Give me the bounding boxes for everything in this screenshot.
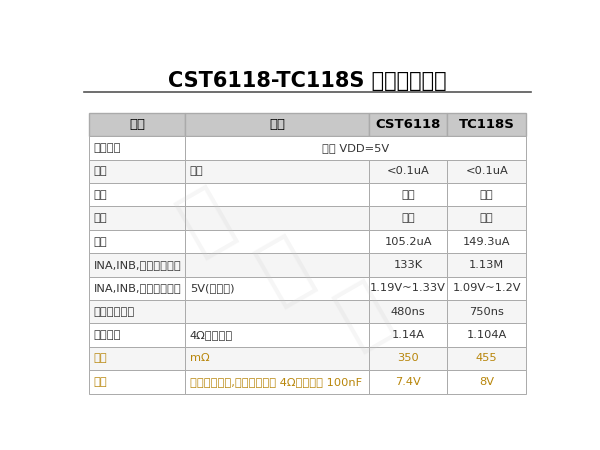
Text: 7.4V: 7.4V — [395, 377, 421, 387]
Text: 455: 455 — [476, 354, 497, 364]
Text: 待命: 待命 — [94, 166, 107, 176]
Text: <0.1uA: <0.1uA — [466, 166, 508, 176]
Bar — [368, 113, 448, 136]
Text: 1.14A: 1.14A — [392, 330, 425, 340]
Text: CST6118-TC118S 对比测试报告: CST6118-TC118S 对比测试报告 — [168, 71, 447, 91]
Bar — [89, 230, 185, 253]
Text: 内阻: 内阻 — [94, 354, 107, 364]
Text: INA,INB,输入下拉电阻: INA,INB,输入下拉电阻 — [94, 260, 181, 270]
Text: 149.3uA: 149.3uA — [463, 237, 511, 247]
Bar — [89, 183, 185, 207]
Text: 输出上升时间: 输出上升时间 — [94, 307, 135, 317]
Bar — [89, 370, 185, 394]
Text: TC118S: TC118S — [459, 118, 515, 131]
Bar — [368, 277, 448, 300]
Text: 描述: 描述 — [129, 118, 145, 131]
Bar — [448, 370, 526, 394]
Bar — [185, 136, 526, 160]
Text: 泰: 泰 — [167, 177, 244, 264]
Text: 正常: 正常 — [401, 190, 415, 200]
Text: 350: 350 — [397, 354, 419, 364]
Bar — [89, 324, 185, 347]
Bar — [185, 253, 368, 277]
Text: 105.2uA: 105.2uA — [384, 237, 432, 247]
Bar — [368, 230, 448, 253]
Text: 750ns: 750ns — [469, 307, 504, 317]
Bar — [185, 324, 368, 347]
Bar — [89, 300, 185, 324]
Bar — [448, 324, 526, 347]
Bar — [448, 230, 526, 253]
Bar — [185, 160, 368, 183]
Text: 外围不加电容,电机（内阻约 4Ω）上焊接 100nF: 外围不加电容,电机（内阻约 4Ω）上焊接 100nF — [190, 377, 362, 387]
Bar — [185, 277, 368, 300]
Bar — [89, 113, 185, 136]
Text: 1.19V~1.33V: 1.19V~1.33V — [370, 284, 446, 293]
Bar — [368, 324, 448, 347]
Text: 正常: 正常 — [480, 213, 494, 223]
Bar — [89, 160, 185, 183]
Bar — [448, 253, 526, 277]
Bar — [368, 347, 448, 370]
Bar — [368, 160, 448, 183]
Bar — [368, 207, 448, 230]
Bar — [185, 113, 368, 136]
Bar — [368, 253, 448, 277]
Bar — [368, 183, 448, 207]
Text: 正常: 正常 — [401, 213, 415, 223]
Text: INA,INB,输入门限电压: INA,INB,输入门限电压 — [94, 284, 181, 293]
Bar — [89, 136, 185, 160]
Bar — [448, 300, 526, 324]
Text: 5V(带电机): 5V(带电机) — [190, 284, 234, 293]
Text: 后退: 后退 — [94, 213, 107, 223]
Text: 默认 VDD=5V: 默认 VDD=5V — [322, 143, 389, 153]
Text: 1.104A: 1.104A — [467, 330, 507, 340]
Text: 前进: 前进 — [94, 190, 107, 200]
Text: 4Ω电阻负载: 4Ω电阻负载 — [190, 330, 233, 340]
Text: 科: 科 — [246, 225, 323, 312]
Bar — [368, 370, 448, 394]
Bar — [448, 113, 526, 136]
Text: 源: 源 — [325, 270, 401, 357]
Text: 8V: 8V — [479, 377, 494, 387]
Text: 刹车: 刹车 — [94, 237, 107, 247]
Text: 条件: 条件 — [269, 118, 285, 131]
Text: 480ns: 480ns — [391, 307, 425, 317]
Bar — [448, 207, 526, 230]
Bar — [185, 300, 368, 324]
Text: 耐压: 耐压 — [94, 377, 107, 387]
Text: 正常: 正常 — [480, 190, 494, 200]
Bar — [448, 277, 526, 300]
Bar — [448, 183, 526, 207]
Bar — [89, 347, 185, 370]
Bar — [185, 347, 368, 370]
Bar — [185, 370, 368, 394]
Text: 1.09V~1.2V: 1.09V~1.2V — [452, 284, 521, 293]
Bar — [448, 347, 526, 370]
Bar — [368, 300, 448, 324]
Bar — [185, 207, 368, 230]
Bar — [185, 230, 368, 253]
Text: 工作方式: 工作方式 — [94, 143, 121, 153]
Text: <0.1uA: <0.1uA — [386, 166, 430, 176]
Bar — [448, 160, 526, 183]
Text: mΩ: mΩ — [190, 354, 209, 364]
Bar — [89, 207, 185, 230]
Text: 功耗: 功耗 — [190, 166, 203, 176]
Bar — [89, 253, 185, 277]
Text: 133K: 133K — [394, 260, 422, 270]
Text: 1.13M: 1.13M — [469, 260, 505, 270]
Bar — [89, 277, 185, 300]
Bar — [185, 183, 368, 207]
Text: 输出电流: 输出电流 — [94, 330, 121, 340]
Text: CST6118: CST6118 — [376, 118, 441, 131]
